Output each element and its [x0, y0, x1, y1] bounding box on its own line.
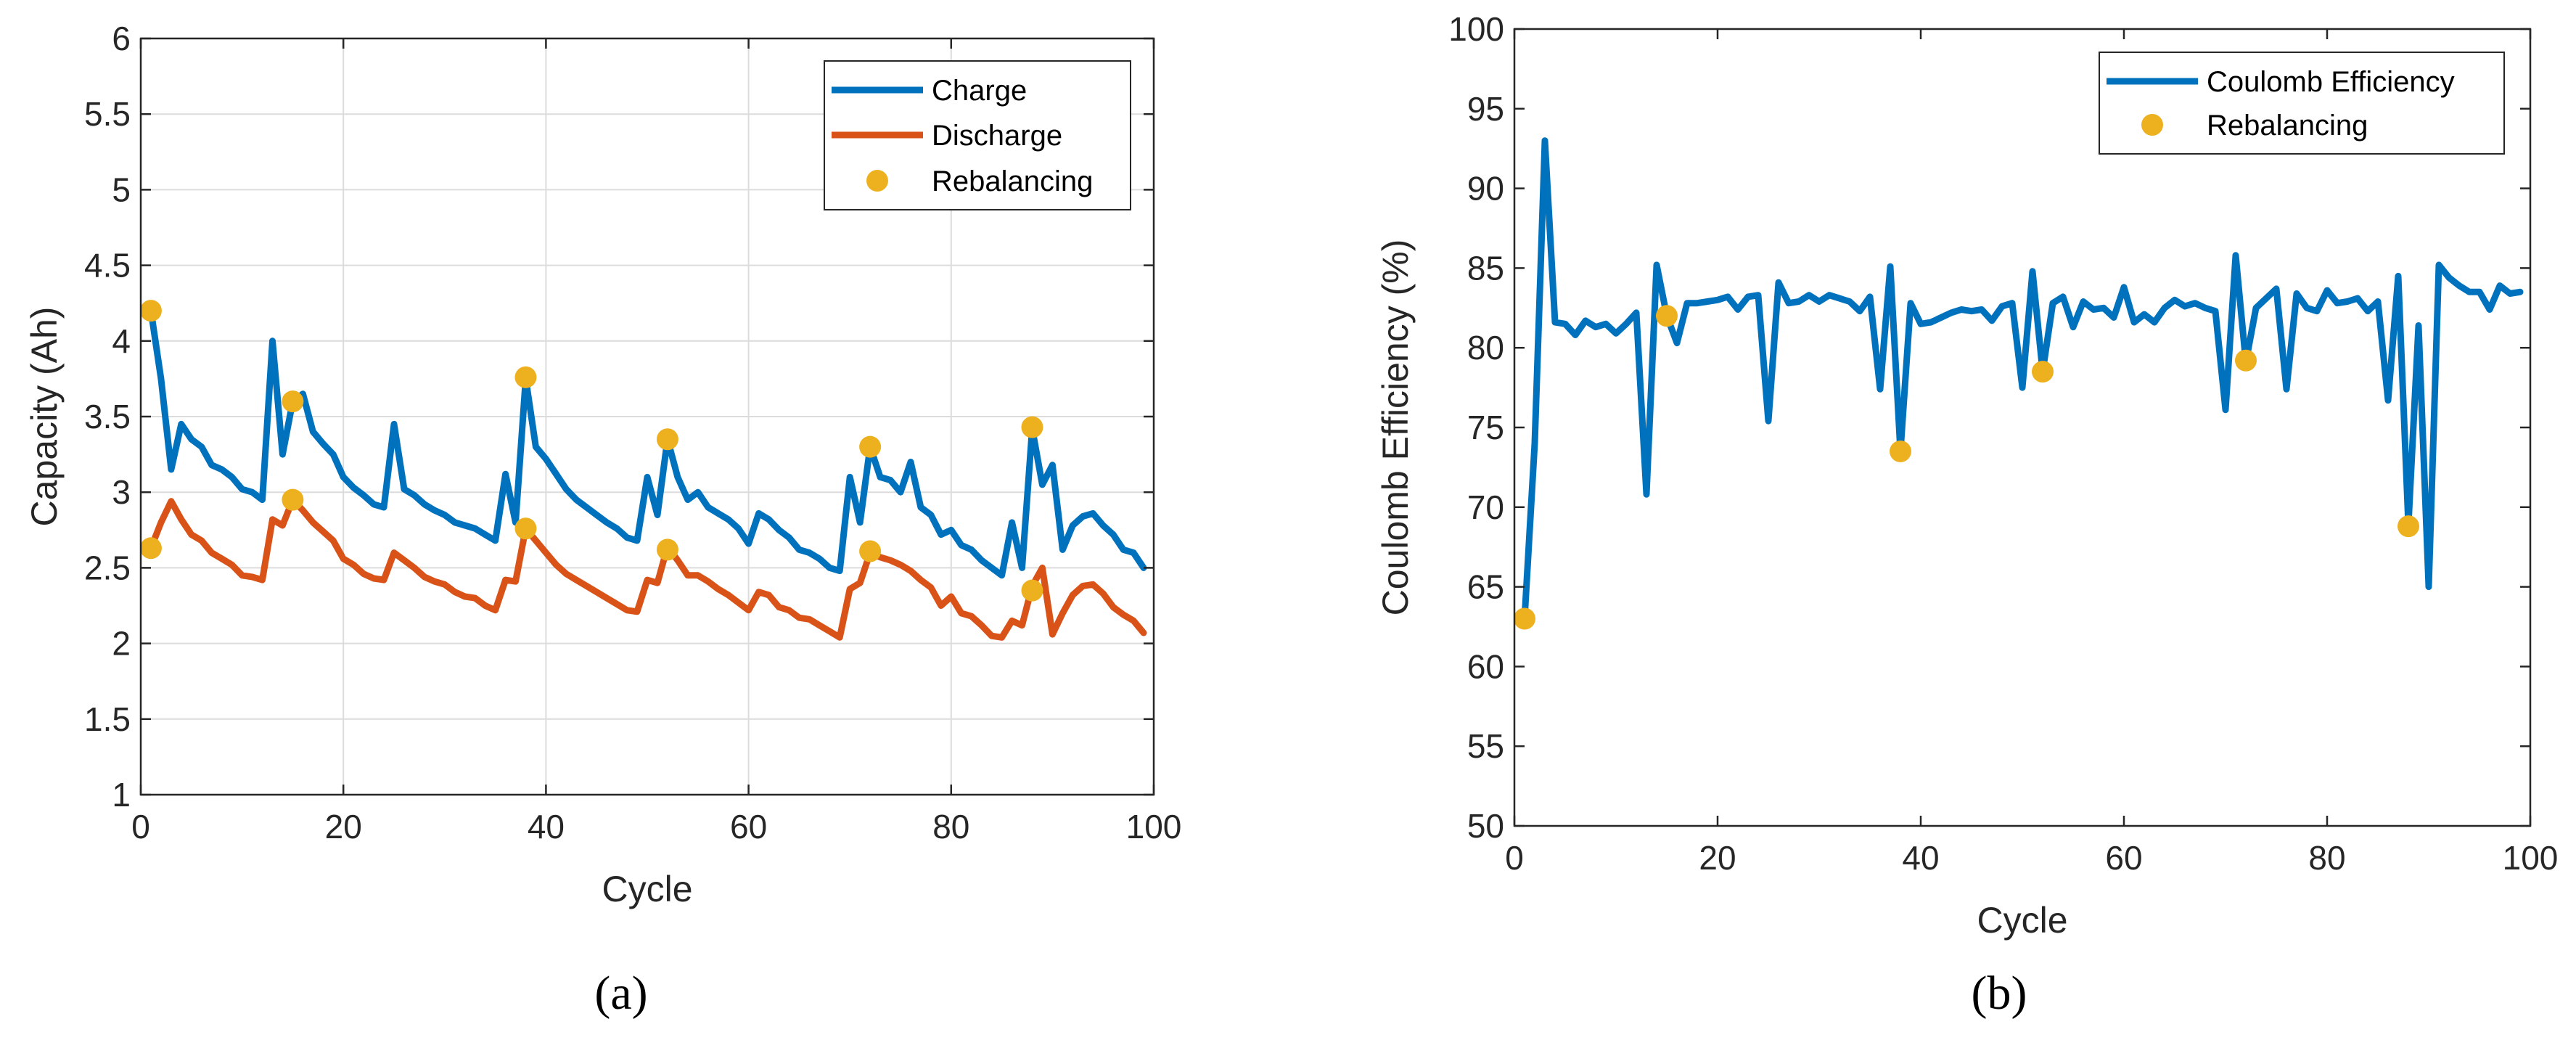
capacity-rebalancing-marker	[656, 539, 678, 561]
efficiency-y-tick-label: 100	[1448, 10, 1504, 48]
capacity-y-tick-label: 5	[112, 171, 131, 208]
efficiency-legend-box	[2099, 52, 2505, 155]
capacity-rebalancing-marker	[139, 300, 162, 322]
capacity-charge-line	[147, 307, 1147, 579]
efficiency-x-tick-label: 60	[2105, 839, 2142, 877]
efficiency-rebalancing-marker	[1890, 440, 1911, 462]
capacity-x-tick-label: 80	[932, 808, 969, 845]
efficiency-rebalancing-marker	[2397, 515, 2419, 538]
capacity-y-tick-label: 2	[112, 625, 131, 663]
capacity-x-axis-label: Cycle	[602, 869, 692, 909]
capacity-plot-area	[139, 300, 1147, 641]
capacity-y-tick-label: 4	[112, 322, 131, 360]
legend-rebalancing-marker-b	[2141, 114, 2163, 136]
efficiency-y-tick-label: 85	[1467, 249, 1504, 287]
efficiency-y-tick-label: 55	[1467, 727, 1504, 765]
efficiency-rebalancing-marker	[1514, 607, 1535, 630]
capacity-x-tick-label: 20	[325, 808, 362, 845]
efficiency-x-tick-label: 80	[2308, 839, 2345, 877]
capacity-rebalancing-marker	[282, 390, 304, 413]
capacity-x-tick-label: 60	[730, 808, 767, 845]
efficiency-x-tick-label: 0	[1505, 839, 1524, 877]
efficiency-y-tick-label: 80	[1467, 329, 1504, 367]
capacity-chart: 0 20 40 60 80 100 1 1.5 2 2.5 3 3.5 4 4.5 5 5.5 6 Cycle…	[24, 20, 1181, 1020]
efficiency-plot-area	[1514, 137, 2524, 630]
capacity-x-tick-label: 40	[528, 808, 565, 845]
capacity-rebalancing-marker	[1021, 416, 1043, 438]
capacity-y-tick-label: 3.5	[84, 398, 131, 435]
capacity-rebalancing-marker	[514, 517, 537, 540]
legend-rebalancing-marker	[866, 170, 888, 192]
capacity-y-tick-label: 2.5	[84, 549, 131, 586]
efficiency-x-tick-label: 40	[1902, 839, 1939, 877]
efficiency-plot-background	[1514, 29, 2530, 826]
capacity-y-axis-label: Capacity (Ah)	[24, 307, 65, 527]
panel-b-label: (b)	[1972, 967, 2027, 1020]
capacity-x-tick-label: 0	[131, 808, 150, 845]
efficiency-rebalancing-marker	[2235, 349, 2257, 372]
capacity-x-ticks: 0 20 40 60 80 100	[131, 38, 1181, 845]
efficiency-rebalancing-marker	[1656, 305, 1678, 327]
capacity-y-tick-label: 6	[112, 20, 131, 57]
capacity-y-tick-label: 1	[112, 776, 131, 814]
capacity-rebalancing-marker	[139, 537, 162, 560]
legend-discharge-label: Discharge	[932, 120, 1062, 152]
legend-rebalancing-label-b: Rebalancing	[2207, 110, 2368, 142]
efficiency-x-tick-label: 20	[1699, 839, 1736, 877]
capacity-x-tick-label: 100	[1126, 808, 1182, 845]
efficiency-y-tick-label: 60	[1467, 647, 1504, 685]
capacity-y-tick-label: 5.5	[84, 95, 131, 133]
capacity-y-tick-label: 4.5	[84, 247, 131, 284]
efficiency-x-ticks: 0 20 40 60 80 100	[1505, 29, 2558, 877]
capacity-y-tick-label: 1.5	[84, 700, 131, 738]
efficiency-legend: Coulomb Efficiency Rebalancing	[2099, 52, 2505, 155]
efficiency-rebalancing-marker	[2032, 361, 2054, 383]
legend-efficiency-label: Coulomb Efficiency	[2207, 66, 2455, 98]
capacity-rebalancing-marker	[282, 488, 304, 511]
efficiency-y-tick-label: 95	[1467, 90, 1504, 128]
efficiency-y-tick-label: 65	[1467, 568, 1504, 606]
efficiency-y-tick-label: 50	[1467, 807, 1504, 845]
capacity-y-ticks: 1 1.5 2 2.5 3 3.5 4 4.5 5 5.5 6	[84, 20, 1154, 814]
efficiency-y-ticks: 50 55 60 65 70 75 80 85 90 95 100	[1448, 10, 2530, 845]
capacity-legend: Charge Discharge Rebalancing	[824, 60, 1131, 210]
capacity-rebalancing-marker	[514, 366, 537, 388]
legend-rebalancing-label: Rebalancing	[932, 165, 1093, 197]
capacity-rebalancing-marker	[859, 540, 882, 562]
capacity-discharge-line	[147, 496, 1147, 641]
efficiency-y-axis-label: Coulomb Efficiency (%)	[1375, 239, 1416, 616]
efficiency-x-axis-label: Cycle	[1977, 900, 2067, 941]
efficiency-y-tick-label: 75	[1467, 409, 1504, 446]
capacity-rebalancing-marker	[1021, 579, 1043, 602]
efficiency-chart: 0 20 40 60 80 100 50 55 60 65 70 75 80 85 90 95 100 Cyc…	[1375, 10, 2558, 1020]
capacity-rebalancing-marker	[859, 435, 882, 458]
efficiency-coulomb-efficiency-line	[1521, 137, 2524, 622]
efficiency-x-tick-label: 100	[2503, 839, 2559, 877]
capacity-y-tick-label: 3	[112, 473, 131, 511]
capacity-rebalancing-marker	[656, 428, 678, 451]
efficiency-y-tick-label: 70	[1467, 488, 1504, 526]
legend-charge-label: Charge	[932, 75, 1027, 107]
efficiency-y-tick-label: 90	[1467, 170, 1504, 208]
panel-a-label: (a)	[594, 967, 647, 1020]
